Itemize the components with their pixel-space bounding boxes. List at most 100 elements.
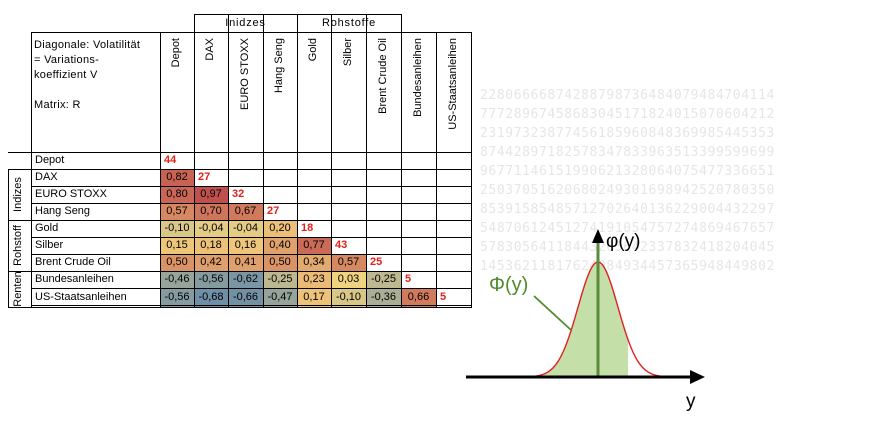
correlation-cell: 0,70 — [194, 203, 228, 220]
correlation-cell: -0,04 — [194, 220, 228, 237]
correlation-cell: -0,25 — [366, 271, 401, 288]
grid-line — [8, 271, 471, 272]
column-header-1: DAX — [204, 38, 216, 61]
row-label: US-Staatsanleihen — [35, 291, 127, 303]
correlation-cell: 0,03 — [331, 271, 366, 288]
correlation-cell: -0,04 — [228, 220, 263, 237]
grid-line — [31, 305, 471, 306]
volatility-cell: 44 — [164, 154, 177, 166]
grid-line — [160, 32, 161, 308]
row-label: Brent Crude Oil — [35, 256, 111, 268]
grid-line — [8, 307, 471, 308]
correlation-cell: 0,40 — [263, 237, 297, 254]
volatility-cell: 43 — [335, 239, 348, 251]
x-axis-arrowhead — [690, 370, 705, 384]
row-label: Gold — [35, 222, 59, 234]
cdf-shaded-area — [530, 262, 628, 377]
column-header-6: Brent Crude Oil — [376, 38, 389, 114]
grid-line — [31, 186, 471, 187]
grid-line — [8, 169, 471, 170]
grid-line — [31, 254, 471, 255]
grid-line — [31, 32, 471, 33]
correlation-cell: 0,82 — [160, 169, 194, 186]
grid-line — [297, 14, 298, 308]
volatility-cell: 5 — [405, 273, 412, 285]
row-label: Silber — [35, 239, 64, 251]
grid-line — [8, 169, 9, 307]
correlation-cell: -0,62 — [228, 271, 263, 288]
group-header-rohstoffe: Rohstoffe — [321, 16, 377, 29]
volatility-cell: 32 — [232, 188, 245, 200]
row-label: EURO STOXX — [35, 188, 107, 200]
x-axis-label: y — [686, 391, 696, 412]
background-digit-texture: 22806666874288798736484079484704114 7772… — [480, 88, 775, 274]
column-header-4: Gold — [307, 38, 319, 62]
correlation-cell: -0,66 — [228, 288, 263, 307]
correlation-cell: 0,17 — [297, 288, 331, 307]
column-header-8: US-Staatsanleihen — [446, 38, 459, 130]
grid-line — [228, 14, 229, 308]
volatility-cell: 27 — [198, 171, 211, 183]
grid-line — [194, 14, 195, 308]
volatility-cell: 25 — [370, 256, 383, 268]
correlation-cell: 0,57 — [331, 254, 366, 271]
volatility-cell: 27 — [267, 205, 280, 217]
row-group-1: Rohstoff — [12, 225, 24, 266]
grid-line — [8, 152, 471, 153]
correlation-cell: 0,66 — [401, 288, 436, 307]
correlation-cell: -0,68 — [194, 288, 228, 307]
correlation-cell: 0,41 — [228, 254, 263, 271]
column-header-2: EURO STOXX — [238, 38, 251, 110]
correlation-cell: -0,36 — [366, 288, 401, 307]
cdf-label-pointer — [533, 295, 572, 331]
cdf-label: Φ(y) — [489, 274, 528, 296]
grid-line — [331, 14, 332, 308]
grid-line — [31, 32, 32, 307]
correlation-cell: 0,57 — [160, 203, 194, 220]
row-group-0: Indizes — [12, 177, 24, 212]
correlation-cell: -0,10 — [331, 288, 366, 307]
correlation-cell: 0,50 — [160, 254, 194, 271]
row-label: Depot — [35, 154, 65, 166]
grid-line — [263, 14, 264, 308]
volatility-cell: 18 — [301, 222, 314, 234]
correlation-cell: 0,42 — [194, 254, 228, 271]
row-label: Bundesanleihen — [35, 273, 114, 285]
pdf-curve — [529, 261, 667, 378]
column-header-3: Hang Seng — [273, 38, 285, 94]
grid-line — [31, 288, 471, 289]
row-label: Hang Seng — [35, 205, 91, 217]
correlation-cell: 0,16 — [228, 237, 263, 254]
correlation-cell: 0,20 — [263, 220, 297, 237]
correlation-cell: 0,77 — [297, 237, 331, 254]
correlation-cell: 0,34 — [297, 254, 331, 271]
column-header-7: Bundesanleihen — [411, 38, 424, 117]
correlation-cell: 0,80 — [160, 186, 194, 203]
correlation-cell: -0,56 — [160, 288, 194, 307]
column-header-5: Silber — [341, 38, 354, 67]
volatility-cell: 5 — [440, 291, 447, 303]
correlation-cell: 0,15 — [160, 237, 194, 254]
correlation-cell: -0,46 — [160, 271, 194, 288]
correlation-cell: -0,10 — [160, 220, 194, 237]
grid-line — [31, 237, 471, 238]
grid-line — [471, 32, 472, 308]
grid-line — [436, 32, 437, 308]
correlation-cell: 0,67 — [228, 203, 263, 220]
correlation-cell: 0,23 — [297, 271, 331, 288]
correlation-cell: -0,47 — [263, 288, 297, 307]
matrix-legend-note: Diagonale: Volatilität = Variations- koe… — [34, 39, 141, 111]
grid-line — [366, 14, 367, 308]
grid-line — [8, 220, 471, 221]
group-header-indizes: Inidzes — [225, 16, 266, 29]
grid-line — [31, 203, 471, 204]
correlation-cell: 0,50 — [263, 254, 297, 271]
row-group-2: Renten — [12, 271, 24, 307]
correlation-cell: -0,56 — [194, 271, 228, 288]
grid-line — [401, 14, 402, 308]
correlation-cell: -0,25 — [263, 271, 297, 288]
correlation-cell: 0,97 — [194, 186, 228, 203]
row-label: DAX — [35, 171, 58, 183]
column-header-0: Depot — [170, 38, 182, 68]
